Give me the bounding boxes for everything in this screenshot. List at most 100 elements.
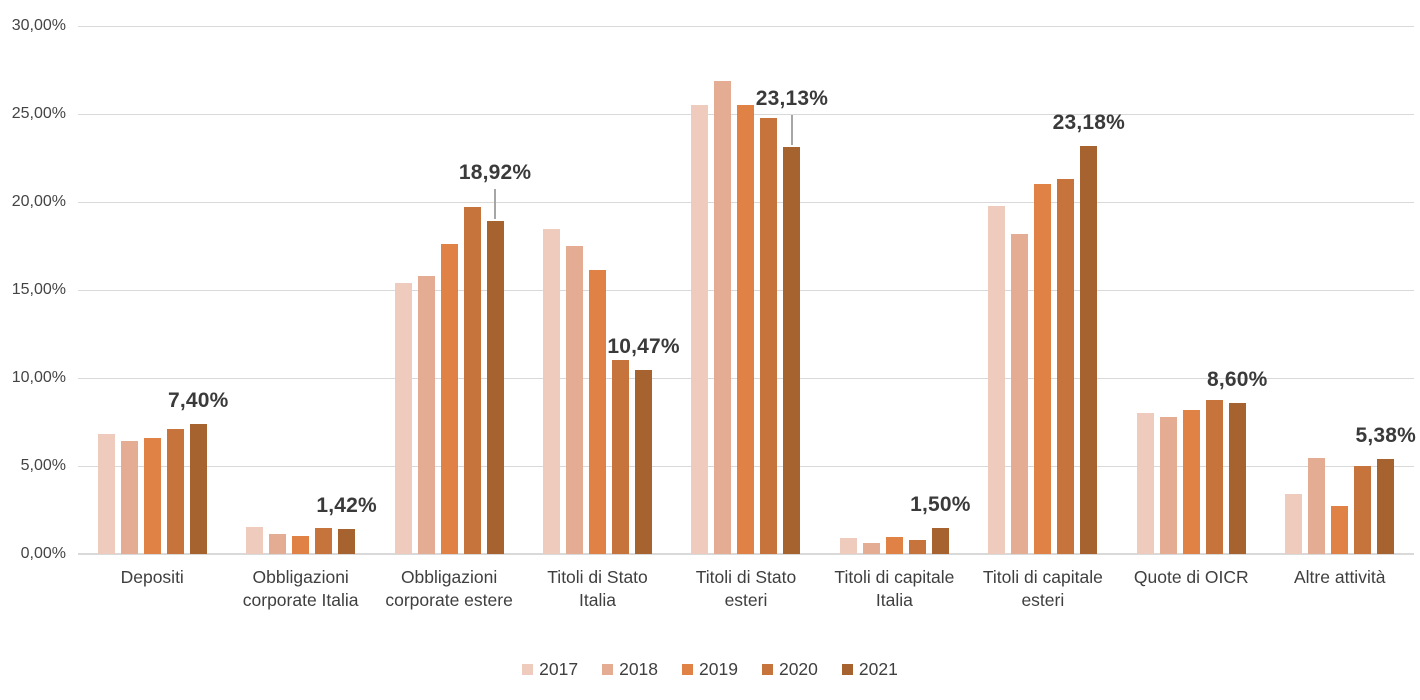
bar-2021-8: 5,38% — [1355, 424, 1416, 554]
leader-line-4 — [790, 114, 793, 145]
legend-label-2019: 2019 — [699, 659, 738, 679]
bar-2021-3: 10,47% — [607, 335, 680, 554]
bar-2018-5 — [862, 543, 880, 554]
bar-group-6: 23,18% — [969, 26, 1125, 554]
bar-2018-2 — [417, 275, 435, 554]
data-label-4: 23,13% — [755, 86, 829, 110]
bar-2019-0 — [143, 437, 161, 554]
bar-2018-7 — [1159, 416, 1177, 554]
bar-2018-0 — [120, 441, 138, 554]
bar-2017-8 — [1285, 494, 1303, 554]
category-label-7: Quote di OICR — [1133, 567, 1249, 587]
data-label-8: 5,38% — [1355, 424, 1416, 448]
bar-2018-8 — [1308, 458, 1326, 554]
data-label-3: 10,47% — [607, 334, 680, 358]
y-tick-label-25: 25,00% — [11, 105, 66, 122]
legend-swatch-icon — [761, 664, 773, 675]
bar-2017-1 — [246, 526, 264, 554]
data-label-7: 8,60% — [1207, 367, 1268, 391]
legend-swatch-icon — [522, 664, 534, 675]
category-label-0: Depositi — [120, 567, 184, 587]
bars-area: 7,40% 1,42% 18,92% 10,47% 23,13% 1,50% 23,18% 8… — [78, 26, 1416, 554]
category-label-6: Titoli di capitale esteri — [982, 567, 1103, 610]
gridline-30 — [78, 25, 1414, 27]
bar-2017-7 — [1136, 413, 1154, 554]
bar-group-3: 10,47% — [523, 26, 680, 554]
bar-2019-1 — [292, 535, 310, 554]
legend-item-2017: 2017 — [522, 659, 578, 680]
gridline-0 — [78, 553, 1414, 555]
category-label-1: Obbligazioni corporate Italia — [242, 567, 359, 610]
bar-2020-5 — [908, 539, 926, 554]
legend-item-2018: 2018 — [602, 659, 658, 680]
bar-2019-8 — [1331, 506, 1349, 554]
legend-swatch-icon — [841, 664, 853, 675]
bar-2020-3 — [612, 360, 630, 554]
bar-group-7: 8,60% — [1117, 26, 1267, 554]
bar-2021-5: 1,50% — [910, 493, 970, 554]
bar-2021-7: 8,60% — [1207, 368, 1267, 554]
bar-2018-3 — [566, 246, 584, 554]
y-tick-label-20: 20,00% — [11, 193, 66, 210]
bar-2020-6 — [1057, 179, 1075, 554]
category-label-2: Obbligazioni corporate estere — [385, 567, 513, 610]
legend-swatch-icon — [602, 664, 614, 675]
data-label-0: 7,40% — [167, 388, 229, 412]
legend-label-2017: 2017 — [539, 659, 579, 679]
bar-group-2: 18,92% — [375, 26, 531, 554]
data-label-2: 18,92% — [458, 161, 532, 185]
category-label-3: Titoli di Stato Italia — [547, 567, 648, 610]
data-label-1: 1,42% — [316, 494, 377, 518]
bar-2021-2: 18,92% — [459, 161, 531, 554]
bar-2020-8 — [1354, 466, 1372, 554]
category-label-4: Titoli di Stato esteri — [695, 567, 797, 610]
legend-item-2019: 2019 — [682, 659, 738, 680]
bar-group-4: 23,13% — [672, 26, 828, 554]
bar-2019-2 — [440, 244, 458, 554]
bar-2019-4 — [737, 105, 755, 554]
category-label-8: Altre attività — [1294, 567, 1386, 587]
bar-2019-5 — [885, 537, 903, 554]
bar-2020-1 — [315, 528, 333, 554]
legend: 2017 2018 2019 2020 2021 — [0, 659, 1420, 680]
legend-label-2020: 2020 — [778, 659, 818, 679]
bar-group-0: 7,40% — [78, 26, 228, 554]
legend-label-2018: 2018 — [619, 659, 659, 679]
y-tick-label-0: 0,00% — [20, 545, 66, 562]
bar-2017-4 — [691, 105, 709, 554]
bar-2017-5 — [839, 538, 857, 554]
leader-line-2 — [494, 189, 497, 220]
y-tick-label-30: 30,00% — [11, 17, 66, 34]
legend-item-2020: 2020 — [761, 659, 818, 680]
plot-area: 7,40% 1,42% 18,92% 10,47% 23,13% 1,50% 23,18% 8… — [78, 25, 1416, 555]
legend-swatch-icon — [682, 664, 694, 675]
bar-2018-6 — [1011, 233, 1029, 554]
bar-2020-0 — [166, 429, 184, 554]
bar-2017-6 — [988, 206, 1006, 554]
bar-2021-1: 1,42% — [316, 494, 377, 554]
bar-2020-2 — [463, 207, 481, 554]
legend-label-2021: 2021 — [858, 659, 898, 679]
bar-group-5: 1,50% — [820, 26, 970, 554]
bar-2017-2 — [394, 282, 412, 554]
bar-2019-3 — [589, 269, 607, 554]
y-tick-label-10: 10,00% — [11, 369, 66, 386]
bar-group-1: 1,42% — [226, 26, 377, 554]
bar-2020-7 — [1205, 400, 1223, 554]
bar-2020-4 — [760, 117, 778, 554]
legend-item-2021: 2021 — [841, 659, 898, 680]
bar-2017-3 — [543, 229, 561, 554]
bar-2019-6 — [1034, 184, 1052, 554]
data-label-5: 1,50% — [910, 492, 971, 516]
bar-group-8: 5,38% — [1266, 26, 1416, 554]
bar-2021-0: 7,40% — [168, 389, 228, 554]
y-tick-label-5: 5,00% — [20, 457, 66, 474]
bar-2019-7 — [1182, 409, 1200, 554]
y-tick-label-15: 15,00% — [11, 281, 66, 298]
category-axis: Depositi Obbligazioni corporate Italia Obb… — [78, 566, 1414, 612]
category-label-5: Titoli di capitale Italia — [834, 567, 955, 610]
bar-2018-1 — [269, 533, 287, 554]
data-label-6: 23,18% — [1052, 111, 1126, 135]
bar-2021-6: 23,18% — [1053, 111, 1125, 554]
